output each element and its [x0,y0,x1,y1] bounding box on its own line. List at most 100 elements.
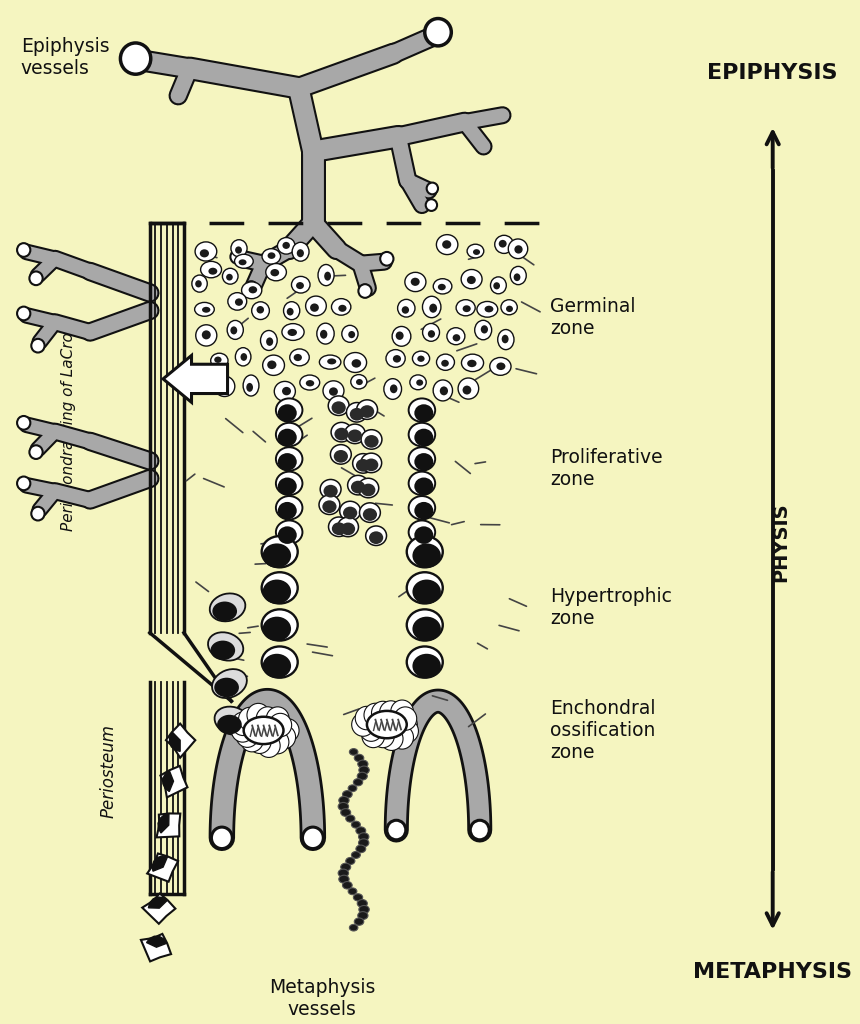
Circle shape [236,724,259,748]
Ellipse shape [218,383,228,391]
Ellipse shape [278,453,297,471]
Ellipse shape [348,331,355,338]
Ellipse shape [338,803,348,810]
Ellipse shape [246,383,253,392]
Ellipse shape [353,778,363,785]
Ellipse shape [340,502,360,521]
Polygon shape [161,766,187,798]
Ellipse shape [276,496,303,519]
Ellipse shape [415,404,433,422]
Ellipse shape [386,349,405,368]
Ellipse shape [413,616,441,641]
Ellipse shape [490,276,507,294]
Ellipse shape [200,249,209,257]
Circle shape [241,728,263,752]
Ellipse shape [366,526,386,546]
Ellipse shape [339,797,349,805]
Ellipse shape [212,669,247,698]
Text: Perichondral ring of LaCroix: Perichondral ring of LaCroix [61,318,76,530]
Ellipse shape [390,384,397,393]
Polygon shape [147,853,178,882]
Ellipse shape [407,537,443,567]
Circle shape [303,827,323,849]
Circle shape [390,726,414,750]
Ellipse shape [461,269,482,289]
Ellipse shape [331,299,351,315]
Ellipse shape [467,244,484,258]
Ellipse shape [359,833,369,841]
Ellipse shape [292,276,310,293]
Ellipse shape [356,459,370,472]
Circle shape [244,282,258,295]
Ellipse shape [266,263,286,281]
Circle shape [395,713,417,736]
Ellipse shape [429,304,437,312]
Ellipse shape [292,243,309,261]
Text: Epiphysis
vessels: Epiphysis vessels [21,37,109,78]
Circle shape [120,43,150,74]
Ellipse shape [238,259,247,265]
Ellipse shape [407,609,443,641]
Ellipse shape [266,337,273,346]
Ellipse shape [278,404,297,422]
Ellipse shape [351,480,366,494]
Circle shape [355,707,378,730]
Text: EPIPHYSIS: EPIPHYSIS [708,63,838,83]
Ellipse shape [407,572,443,603]
Ellipse shape [351,375,367,389]
Ellipse shape [463,386,471,394]
Circle shape [427,182,438,195]
Ellipse shape [433,279,452,294]
Circle shape [17,306,30,321]
Ellipse shape [352,821,360,828]
Circle shape [396,720,419,742]
Circle shape [352,713,374,736]
Ellipse shape [261,609,298,641]
Ellipse shape [316,324,335,344]
Ellipse shape [347,475,368,495]
Ellipse shape [256,306,264,313]
Ellipse shape [501,335,508,343]
Ellipse shape [262,355,285,376]
Circle shape [359,718,383,741]
Circle shape [31,339,45,352]
Polygon shape [149,897,167,908]
Polygon shape [169,732,180,752]
Ellipse shape [350,408,364,421]
Ellipse shape [501,300,517,314]
Circle shape [247,703,270,727]
Ellipse shape [442,241,452,249]
Ellipse shape [456,300,476,315]
Ellipse shape [297,249,304,257]
Ellipse shape [346,815,355,822]
Text: PHYSIS: PHYSIS [771,502,789,582]
Ellipse shape [278,238,295,254]
Ellipse shape [276,447,303,471]
Ellipse shape [319,355,341,369]
Ellipse shape [413,544,441,568]
Ellipse shape [235,298,243,306]
Ellipse shape [243,717,284,744]
Ellipse shape [408,472,435,495]
Ellipse shape [320,479,341,499]
Ellipse shape [296,282,304,289]
Ellipse shape [433,380,452,401]
Ellipse shape [489,357,511,376]
Circle shape [29,271,43,285]
Ellipse shape [354,755,364,762]
Circle shape [29,445,43,459]
Ellipse shape [282,324,304,340]
Ellipse shape [361,483,376,497]
Circle shape [212,827,232,849]
Ellipse shape [360,406,374,418]
Ellipse shape [327,358,336,365]
Circle shape [230,250,243,263]
Ellipse shape [413,653,441,678]
Ellipse shape [413,580,441,604]
Ellipse shape [364,459,378,471]
Ellipse shape [415,429,433,446]
Circle shape [17,243,30,257]
Ellipse shape [242,282,261,299]
Circle shape [17,416,30,430]
Ellipse shape [329,387,338,396]
